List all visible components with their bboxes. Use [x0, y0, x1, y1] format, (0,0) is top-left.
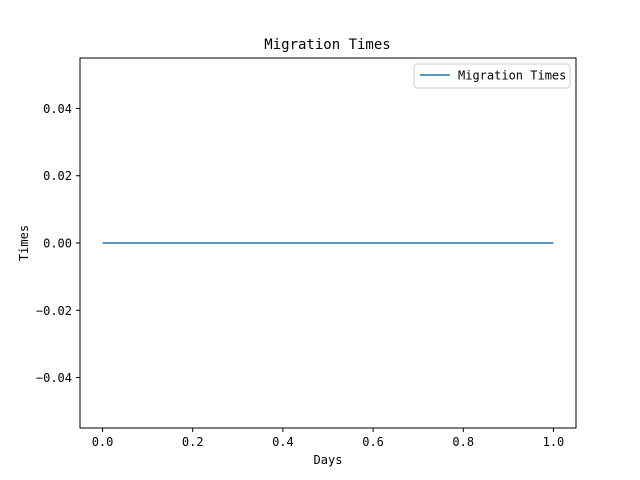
y-tick-label: −0.02	[36, 304, 72, 318]
legend: Migration Times	[413, 63, 571, 89]
x-tick-label: 0.6	[362, 435, 384, 449]
y-tick-label: −0.04	[36, 371, 72, 385]
y-axis-label: Times	[17, 225, 31, 261]
legend-frame	[413, 63, 571, 89]
x-tick-label: 1.0	[543, 435, 565, 449]
x-tick-label: 0.0	[92, 435, 114, 449]
y-axis: −0.04 −0.02 0.00 0.02 0.04	[36, 102, 80, 385]
x-axis-label: Days	[314, 453, 343, 467]
x-tick-label: 0.4	[272, 435, 294, 449]
y-tick-label: 0.00	[43, 237, 72, 251]
y-tick-label: 0.04	[43, 102, 72, 116]
y-tick-label: 0.02	[43, 169, 72, 183]
x-tick-label: 0.8	[452, 435, 474, 449]
legend-label: Migration Times	[458, 69, 566, 83]
x-tick-label: 0.2	[182, 435, 204, 449]
chart-title: Migration Times	[264, 37, 390, 53]
x-axis: 0.0 0.2 0.4 0.6 0.8 1.0	[92, 428, 565, 449]
